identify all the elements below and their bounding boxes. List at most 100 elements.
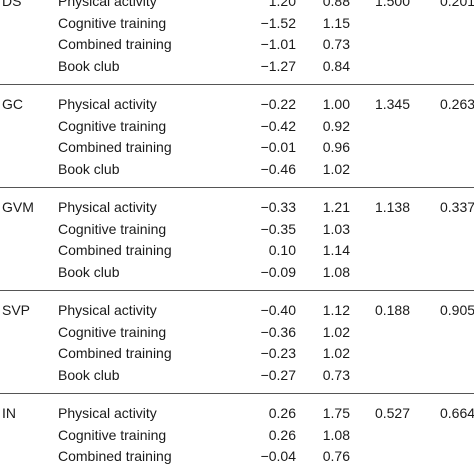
mean-value: −0.23: [260, 345, 296, 361]
f-statistic: 1.138: [374, 199, 410, 215]
group-divider: [0, 84, 474, 85]
variable-label: GC: [2, 96, 23, 112]
mean-value: −0.42: [260, 117, 296, 134]
condition-label: Combined training: [58, 242, 172, 258]
condition-label: Physical activity: [58, 0, 157, 9]
table-row: Book club −0.27 0.73: [0, 365, 474, 387]
sd-value: 0.88: [322, 0, 350, 9]
condition-label: Combined training: [58, 448, 172, 464]
mean-value: −0.35: [260, 220, 296, 237]
sd-value: 0.76: [322, 448, 350, 464]
variable-label: GVM: [2, 199, 34, 215]
f-statistic: 1.500: [374, 0, 410, 9]
sd-value: 0.84: [322, 57, 350, 74]
sd-value: 1.08: [322, 263, 350, 280]
p-value: 0.2630: [440, 96, 474, 112]
sd-value: 1.75: [322, 405, 350, 421]
p-value: 0.6640: [440, 405, 474, 421]
p-value: 0.201: [440, 0, 474, 9]
table-row: Combined training 0.10 1.14: [0, 240, 474, 262]
table-row: DS Physical activity 1.20 0.88 1.500 0.201: [0, 0, 474, 13]
sd-value: 0.73: [322, 366, 350, 383]
table-row: Combined training −0.01 0.96: [0, 137, 474, 159]
condition-label: Book club: [58, 160, 120, 177]
sd-value: 0.96: [322, 139, 350, 155]
table-row: Combined training −0.23 1.02: [0, 343, 474, 365]
mean-value: −1.27: [260, 57, 296, 74]
table-row: SVP Physical activity −0.40 1.12 0.188 0.9050: [0, 300, 474, 322]
mean-value: −1.01: [260, 36, 296, 52]
mean-value: −1.52: [260, 14, 296, 31]
table-row: Cognitive training −1.52 1.15: [0, 13, 474, 35]
condition-label: Cognitive training: [58, 117, 167, 134]
sd-value: 1.08: [322, 426, 350, 443]
sd-value: 1.21: [322, 199, 350, 215]
mean-value: 0.26: [268, 426, 296, 443]
condition-label: Cognitive training: [58, 323, 167, 340]
sd-value: 0.73: [322, 36, 350, 52]
mean-value: −0.36: [260, 323, 296, 340]
variable-group: DS Physical activity 1.20 0.88 1.500 0.201 Cog…: [0, 0, 474, 85]
variable-group: IN Physical activity 0.26 1.75 0.527 0.6640 Co…: [0, 394, 474, 468]
table-row: Cognitive training −0.35 1.03: [0, 219, 474, 241]
p-value: 0.9050: [440, 302, 474, 318]
mean-value: 0.10: [268, 242, 296, 258]
mean-value: 0.26: [268, 405, 296, 421]
condition-label: Cognitive training: [58, 220, 167, 237]
condition-label: Combined training: [58, 139, 172, 155]
condition-label: Combined training: [58, 345, 172, 361]
table-row: Combined training −0.04 0.76: [0, 446, 474, 468]
table-row: Book club −1.27 0.84: [0, 56, 474, 78]
condition-label: Physical activity: [58, 405, 157, 421]
mean-value: −0.22: [260, 96, 296, 112]
mean-value: −0.01: [260, 139, 296, 155]
mean-value: −0.04: [260, 448, 296, 464]
sd-value: 1.14: [322, 242, 350, 258]
sd-value: 1.03: [322, 220, 350, 237]
sd-value: 1.02: [322, 160, 350, 177]
table-row: IN Physical activity 0.26 1.75 0.527 0.6640: [0, 403, 474, 425]
variable-label: DS: [2, 0, 22, 9]
sd-value: 1.12: [322, 302, 350, 318]
variable-group: GC Physical activity −0.22 1.00 1.345 0.2630 C…: [0, 85, 474, 188]
table-row: GC Physical activity −0.22 1.00 1.345 0.2630: [0, 94, 474, 116]
variable-label: SVP: [2, 302, 31, 318]
table-row: GVM Physical activity −0.33 1.21 1.138 0.3370: [0, 197, 474, 219]
condition-label: Physical activity: [58, 96, 157, 112]
mean-value: −0.33: [260, 199, 296, 215]
condition-label: Cognitive training: [58, 14, 167, 31]
mean-value: −0.46: [260, 160, 296, 177]
mean-value: −0.09: [260, 263, 296, 280]
condition-label: Book club: [58, 366, 120, 383]
sd-value: 1.15: [322, 14, 350, 31]
sd-value: 0.92: [322, 117, 350, 134]
table-row: Cognitive training −0.42 0.92: [0, 116, 474, 138]
mean-value: 1.20: [268, 0, 296, 9]
sd-value: 1.02: [322, 345, 350, 361]
sd-value: 1.00: [322, 96, 350, 112]
table-row: Book club −0.09 1.08: [0, 262, 474, 284]
table-row: Combined training −1.01 0.73: [0, 34, 474, 56]
table-row: Book club −0.46 1.02: [0, 159, 474, 181]
table-row: Cognitive training −0.36 1.02: [0, 322, 474, 344]
p-value: 0.3370: [440, 199, 474, 215]
mean-value: −0.27: [260, 366, 296, 383]
f-statistic: 0.188: [374, 302, 410, 318]
mean-value: −0.40: [260, 302, 296, 318]
group-divider: [0, 393, 474, 394]
group-divider: [0, 290, 474, 291]
variable-group: GVM Physical activity −0.33 1.21 1.138 0.3370…: [0, 188, 474, 291]
group-divider: [0, 187, 474, 188]
condition-label: Physical activity: [58, 199, 157, 215]
condition-label: Physical activity: [58, 302, 157, 318]
table-row: Cognitive training 0.26 1.08: [0, 425, 474, 447]
condition-label: Book club: [58, 263, 120, 280]
sd-value: 1.02: [322, 323, 350, 340]
condition-label: Book club: [58, 57, 120, 74]
f-statistic: 1.345: [374, 96, 410, 112]
variable-group: SVP Physical activity −0.40 1.12 0.188 0.9050…: [0, 291, 474, 394]
condition-label: Combined training: [58, 36, 172, 52]
f-statistic: 0.527: [374, 405, 410, 421]
condition-label: Cognitive training: [58, 426, 167, 443]
